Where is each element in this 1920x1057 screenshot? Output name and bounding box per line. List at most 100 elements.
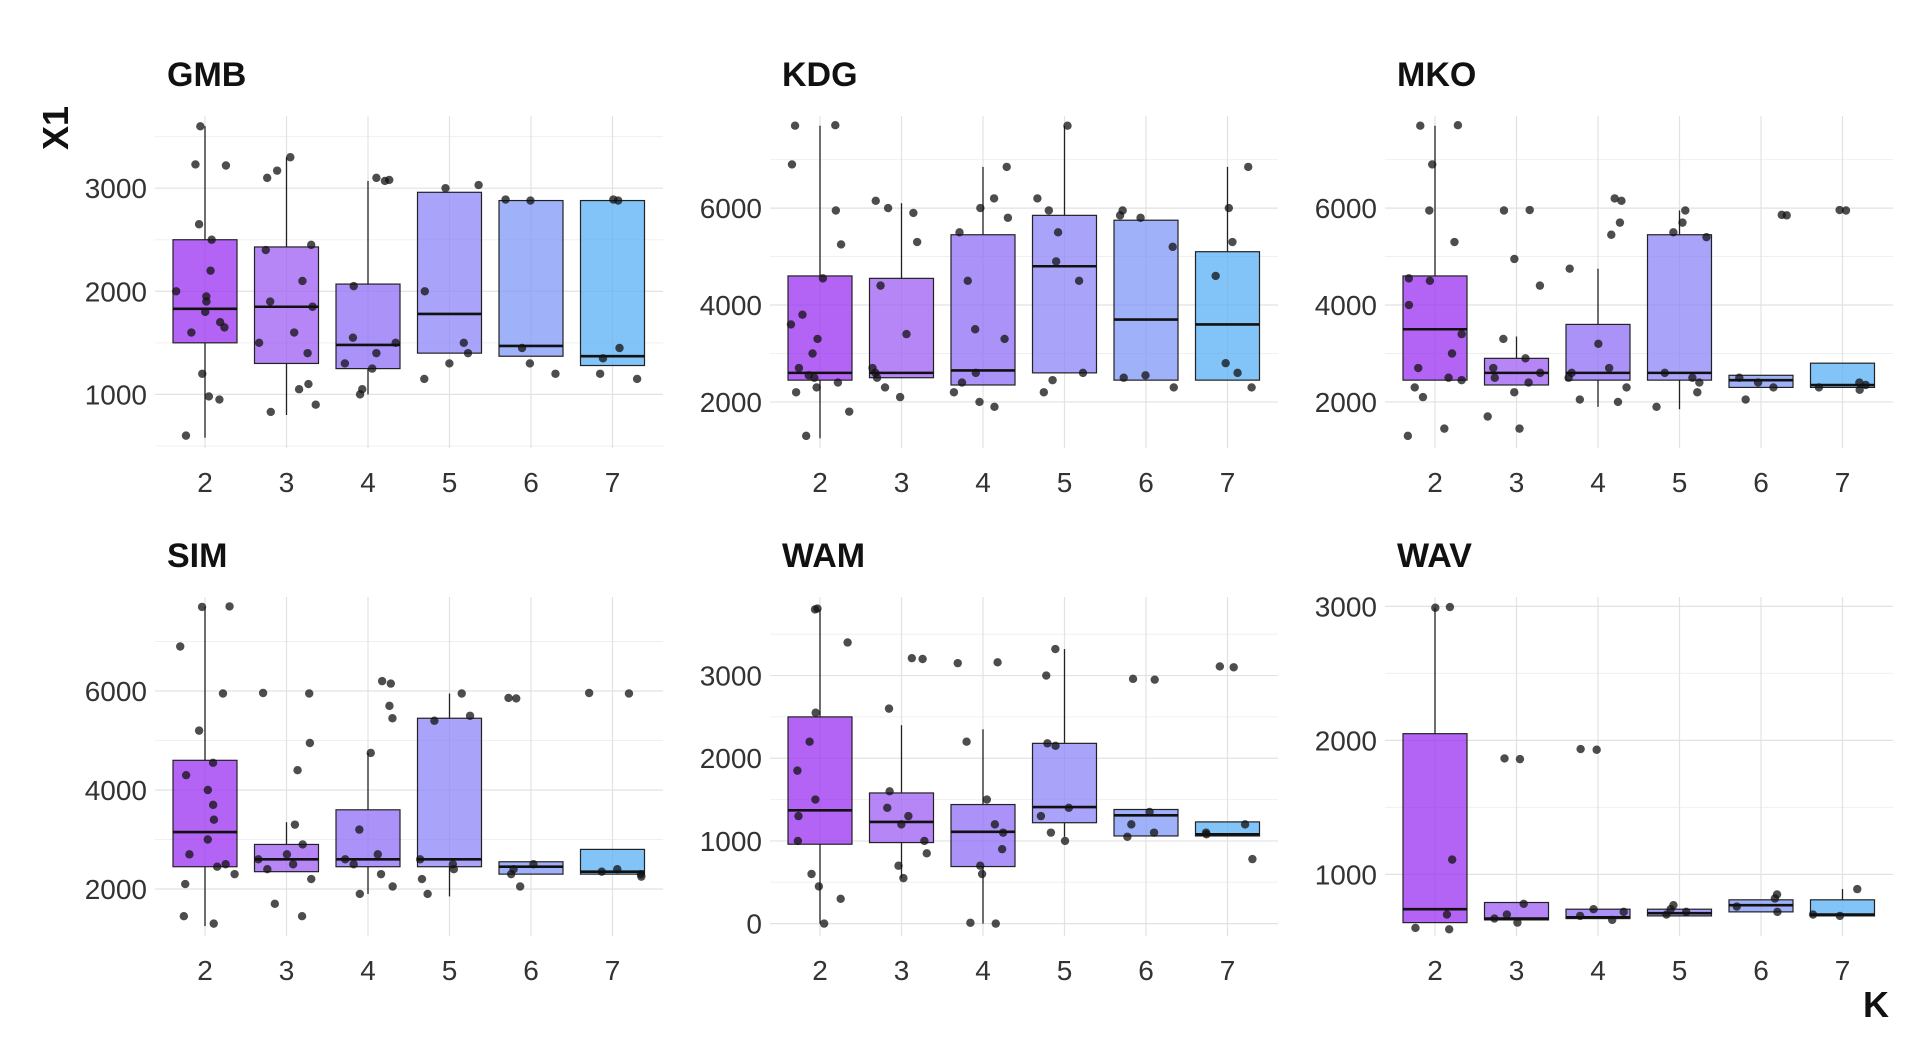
data-point (1855, 385, 1864, 395)
box-k7 (579, 848, 646, 875)
data-point (597, 867, 606, 876)
data-point (1535, 281, 1545, 290)
panel-title: SIM (167, 537, 227, 575)
data-point (297, 912, 307, 921)
data-point (595, 369, 605, 378)
data-point (1732, 902, 1741, 911)
data-point (831, 121, 840, 130)
box-k2 (1402, 607, 1468, 924)
data-point (1499, 206, 1509, 215)
data-point (179, 912, 189, 921)
data-point (191, 160, 200, 169)
data-point (1861, 380, 1870, 390)
data-point (970, 325, 980, 334)
box-k5 (416, 693, 483, 897)
data-point (904, 811, 913, 821)
data-point (1660, 368, 1669, 378)
x-tick-label: 2 (197, 467, 213, 498)
data-point (290, 820, 300, 829)
data-point (907, 653, 917, 663)
y-tick-label: 0 (746, 909, 762, 940)
x-tick-label: 5 (442, 955, 458, 986)
panel-wav: WAV 1000 2000 3000 2 3 4 5 6 7 (1315, 537, 1893, 986)
data-point (957, 378, 967, 387)
data-point (1403, 431, 1413, 441)
data-point (1425, 206, 1434, 215)
data-point (208, 800, 218, 810)
data-point (1123, 832, 1132, 841)
data-point (293, 766, 302, 775)
data-point (975, 397, 984, 407)
x-tick-label: 5 (1057, 955, 1073, 986)
data-point (197, 602, 207, 612)
data-point (294, 385, 304, 394)
data-point (966, 918, 975, 927)
data-point (1610, 194, 1619, 203)
panel-gmb: GMB 1000 2000 3000 2 3 4 5 6 7 (85, 56, 663, 498)
data-point (977, 869, 987, 879)
x-tick-label: 2 (197, 955, 213, 986)
data-point (1141, 371, 1150, 380)
box-k5 (1646, 210, 1713, 410)
data-point (459, 338, 469, 348)
box-rect (416, 191, 483, 354)
data-point (1240, 820, 1250, 829)
data-point (304, 379, 313, 389)
box-k4 (335, 752, 401, 894)
y-tick-label: 1000 (1315, 859, 1377, 890)
data-point (1490, 914, 1499, 923)
y-tick-label: 3000 (85, 173, 147, 204)
data-point (1450, 237, 1459, 247)
box-rect (253, 246, 320, 365)
x-tick-label: 4 (1590, 955, 1606, 986)
data-point (922, 849, 931, 858)
x-tick-label: 3 (1509, 467, 1525, 498)
box-k4 (335, 180, 401, 395)
data-point (221, 860, 230, 869)
data-point (632, 374, 642, 384)
data-point (526, 196, 535, 205)
data-point (836, 240, 846, 249)
x-tick-label: 5 (1057, 467, 1073, 498)
data-point (1168, 242, 1177, 252)
data-point (1447, 349, 1457, 358)
x-tick-label: 4 (360, 955, 376, 986)
data-point (1575, 911, 1585, 921)
box-rect (579, 848, 646, 875)
data-point (818, 274, 828, 283)
y-axis-title: X1 (35, 106, 76, 150)
data-point (1525, 205, 1534, 215)
data-point (1228, 237, 1237, 247)
data-point (385, 175, 394, 185)
x-tick-label: 3 (894, 467, 910, 498)
data-point (909, 208, 918, 218)
data-point (920, 836, 929, 846)
data-point (307, 240, 316, 250)
data-point (845, 407, 854, 416)
x-tick-label: 4 (1590, 467, 1606, 498)
data-point (1753, 378, 1763, 387)
data-point (990, 402, 999, 412)
data-point (1619, 907, 1628, 917)
data-point (212, 862, 222, 871)
y-tick-label: 6000 (700, 193, 762, 224)
data-point (805, 737, 814, 746)
data-point (286, 153, 295, 162)
box-k6 (498, 199, 564, 357)
data-point (885, 787, 894, 796)
x-tick-label: 6 (523, 955, 539, 986)
y-tick-label: 6000 (1315, 193, 1377, 224)
data-point (311, 400, 320, 409)
y-tick-label: 2000 (1315, 387, 1377, 418)
box-k3 (868, 203, 935, 379)
data-point (1695, 378, 1704, 387)
data-point (386, 679, 395, 688)
data-point (1445, 602, 1455, 612)
panel-kdg: KDG 2000 4000 6000 2 3 4 5 6 7 (700, 56, 1278, 498)
data-point (813, 604, 822, 613)
data-point (894, 861, 903, 870)
data-point (289, 328, 299, 337)
data-point (989, 194, 999, 203)
panel-title: GMB (167, 56, 246, 94)
